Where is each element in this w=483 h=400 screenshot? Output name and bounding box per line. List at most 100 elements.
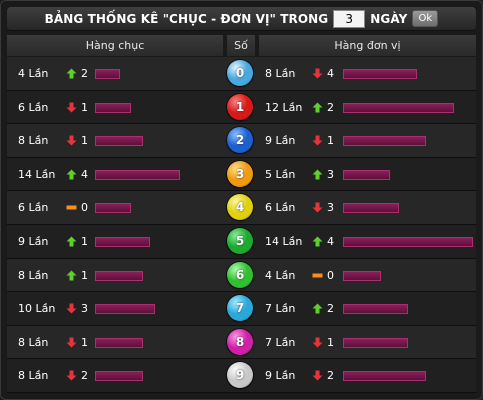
table-row: 6 Lần 1 1 12 Lần 2 <box>7 90 476 125</box>
digit-ball: 9 <box>227 362 253 389</box>
arrow-up-icon <box>66 68 81 79</box>
tens-bar <box>95 203 131 214</box>
units-column-header: Hàng đơn vị <box>259 35 476 56</box>
tens-change: 4 <box>66 168 88 181</box>
tens-change: 1 <box>66 101 88 114</box>
units-count: 6 Lần <box>265 201 296 215</box>
tens-count: 8 Lần <box>18 335 49 349</box>
units-change-value: 3 <box>327 201 334 215</box>
tens-change-value: 2 <box>81 369 88 383</box>
widget-title: BẢNG THỐNG KÊ "CHỤC - ĐƠN VỊ" TRONG <box>44 11 329 26</box>
arrow-up-icon <box>66 169 81 180</box>
tens-change-value: 1 <box>81 100 88 114</box>
units-count: 4 Lần <box>265 268 296 282</box>
tens-bar <box>95 270 143 281</box>
digit-column-header: Số <box>227 35 255 56</box>
units-change-value: 0 <box>327 268 334 282</box>
digit-label: 0 <box>235 66 245 80</box>
tens-count: 8 Lần <box>18 134 49 148</box>
digit-label: 4 <box>235 200 245 215</box>
tens-count: 6 Lần <box>18 100 49 114</box>
units-bar <box>343 136 426 147</box>
tens-bar <box>95 337 143 348</box>
tens-bar <box>95 136 143 147</box>
tens-change: 0 <box>66 201 88 214</box>
tens-change-value: 1 <box>81 268 88 282</box>
tens-count: 14 Lần <box>18 167 56 181</box>
tens-change-value: 4 <box>81 167 88 181</box>
units-change-value: 2 <box>327 100 334 114</box>
units-bar <box>343 270 381 281</box>
units-count: 5 Lần <box>265 167 296 181</box>
units-change: 3 <box>312 168 334 181</box>
units-change-value: 2 <box>327 302 334 316</box>
table-row: 10 Lần 3 7 7 Lần 2 <box>7 292 476 326</box>
digit-label: 6 <box>235 267 245 282</box>
arrow-down-icon <box>66 370 81 381</box>
arrow-up-icon <box>66 270 81 281</box>
units-change: 4 <box>312 67 334 80</box>
units-change-value: 3 <box>327 167 334 181</box>
units-change-value: 2 <box>327 369 334 383</box>
digit-ball: 8 <box>227 328 253 355</box>
tens-change: 2 <box>66 67 88 80</box>
units-count: 14 Lần <box>265 234 303 248</box>
arrow-down-icon <box>66 135 81 146</box>
units-bar <box>343 337 408 348</box>
units-bar <box>343 203 399 214</box>
days-label: NGÀY <box>370 11 408 26</box>
units-bar <box>343 102 454 113</box>
table-row: 8 Lần 1 2 9 Lần 1 <box>7 124 476 158</box>
tens-count: 4 Lần <box>18 67 49 80</box>
arrow-down-icon <box>312 68 327 79</box>
units-count: 12 Lần <box>265 100 303 114</box>
units-count: 7 Lần <box>265 302 296 316</box>
arrow-up-icon <box>312 303 327 314</box>
dash-icon <box>66 202 81 213</box>
arrow-down-icon <box>312 370 327 381</box>
units-change-value: 4 <box>327 234 334 248</box>
table-row: 14 Lần 4 3 5 Lần 3 <box>7 157 476 192</box>
tens-change-value: 1 <box>81 335 88 349</box>
tens-change: 3 <box>66 302 88 315</box>
arrow-down-icon <box>312 337 327 348</box>
tens-change: 1 <box>66 336 88 349</box>
digit-ball: 0 <box>227 60 253 86</box>
arrow-down-icon <box>66 102 81 113</box>
days-input[interactable] <box>333 9 366 28</box>
units-count: 8 Lần <box>265 67 296 80</box>
table-row: 9 Lần 1 5 14 Lần 4 <box>7 224 476 259</box>
units-change: 2 <box>312 302 334 315</box>
tens-change-value: 2 <box>81 67 88 80</box>
ok-button[interactable]: Ok <box>412 10 439 27</box>
digit-ball: 1 <box>227 93 253 120</box>
units-bar <box>343 169 390 180</box>
tens-change: 2 <box>66 369 88 382</box>
units-change: 2 <box>312 369 334 382</box>
tens-count: 8 Lần <box>18 369 49 383</box>
digit-label: 5 <box>235 233 245 248</box>
tens-change: 1 <box>66 269 88 282</box>
dash-icon <box>312 270 327 281</box>
units-change: 4 <box>312 235 334 248</box>
tens-column-header: Hàng chục <box>7 35 223 56</box>
tens-bar <box>95 236 150 247</box>
digit-label: 2 <box>235 133 245 148</box>
table-row: 8 Lần 2 9 9 Lần 2 <box>7 359 476 393</box>
arrow-up-icon <box>66 236 81 247</box>
tens-change: 1 <box>66 235 88 248</box>
arrow-down-icon <box>66 303 81 314</box>
tens-count: 8 Lần <box>18 268 49 282</box>
digit-ball: 7 <box>227 295 253 322</box>
tens-bar <box>95 102 131 113</box>
units-bar <box>343 371 426 382</box>
tens-count: 6 Lần <box>18 201 49 215</box>
arrow-down-icon <box>312 135 327 146</box>
digit-label: 1 <box>235 99 245 114</box>
stats-rows: 4 Lần 2 0 8 Lần 4 6 Lần 1 1 12 Lần 2 8 Lần 1 2 9 Lần 1… <box>7 57 476 393</box>
tens-change: 1 <box>66 134 88 147</box>
digit-ball: 3 <box>227 160 253 187</box>
units-change-value: 4 <box>327 67 334 80</box>
arrow-up-icon <box>312 169 327 180</box>
